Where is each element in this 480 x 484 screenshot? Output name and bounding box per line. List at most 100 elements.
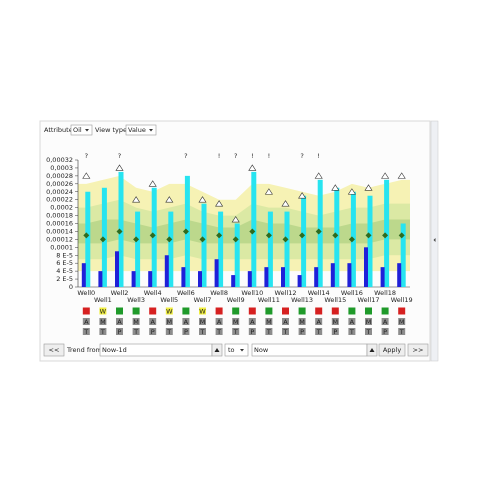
alert-annotation: ! <box>218 152 221 160</box>
diamond-marker <box>249 228 256 235</box>
collapse-arrow <box>433 238 436 242</box>
to-dropdown[interactable] <box>224 343 249 357</box>
y-tick-label: 4 E-5 <box>56 267 73 275</box>
x-tick-label: Well0 <box>77 289 95 297</box>
dropdown-arrow <box>149 129 153 132</box>
y-tick-label: 0,0002 <box>50 204 73 212</box>
target-marker <box>198 196 207 203</box>
bar <box>231 275 236 287</box>
diamond-marker <box>99 236 106 243</box>
bar <box>251 171 257 287</box>
x-tick-label: Well5 <box>160 296 178 304</box>
y-tick-label: 8 E-5 <box>56 251 73 259</box>
status-tag-label: T <box>200 328 205 336</box>
target-marker <box>298 192 307 199</box>
bar <box>198 271 202 287</box>
target-marker <box>82 172 91 179</box>
next-label: >> <box>413 346 424 354</box>
to-value: Now <box>254 346 269 354</box>
status-tag <box>331 328 339 335</box>
diamond-marker <box>216 232 223 239</box>
bar <box>267 211 273 287</box>
status-tag-label: T <box>133 328 138 336</box>
bar <box>81 263 86 287</box>
bar <box>314 267 319 287</box>
alert-annotation: ? <box>234 152 237 160</box>
status-tag <box>149 328 157 335</box>
target-marker <box>347 188 356 195</box>
status-flag <box>331 307 339 315</box>
status-flag-label: W <box>100 308 107 316</box>
diamond-marker <box>299 232 306 239</box>
target-marker <box>397 172 406 179</box>
status-tag-label: M <box>200 318 206 326</box>
status-tag <box>116 318 123 325</box>
range-band <box>78 219 410 244</box>
picker-arrow <box>369 348 375 352</box>
diamond-marker <box>199 236 206 243</box>
x-tick-label: Well13 <box>291 296 313 304</box>
status-tag <box>298 328 306 335</box>
to-input[interactable] <box>251 343 368 357</box>
status-tag-label: M <box>266 318 272 326</box>
diamond-marker <box>365 232 372 239</box>
status-tag-label: T <box>316 328 321 336</box>
x-tick-label: Well4 <box>144 289 162 297</box>
bar <box>234 223 240 287</box>
x-tick-label: Well9 <box>227 296 245 304</box>
prev-button[interactable] <box>43 343 65 357</box>
trend-from-label: Trend from <box>66 346 102 354</box>
prev-label: << <box>49 346 60 354</box>
y-tick-label: 2 E-5 <box>56 275 73 283</box>
bar <box>115 251 119 287</box>
next-button[interactable] <box>407 343 429 357</box>
y-tick-label: 0,00032 <box>46 156 73 164</box>
x-tick-label: Well17 <box>358 296 380 304</box>
status-flag <box>215 307 223 315</box>
status-tag <box>365 328 372 335</box>
status-tag <box>265 318 273 325</box>
status-tag-label: M <box>332 318 338 326</box>
view-type-dropdown[interactable] <box>125 124 157 136</box>
apply-button[interactable] <box>378 343 406 357</box>
status-tag-label: A <box>217 318 222 326</box>
status-tag-label: T <box>399 328 404 336</box>
status-flag <box>315 307 323 315</box>
dropdown-arrow <box>240 349 244 352</box>
status-tag-label: M <box>233 318 239 326</box>
x-tick-label: Well2 <box>111 289 129 297</box>
status-tag <box>165 328 173 335</box>
status-tag <box>315 328 323 335</box>
bar <box>98 271 103 287</box>
attribute-dropdown[interactable] <box>70 124 93 136</box>
status-tag-label: T <box>83 328 88 336</box>
status-flag <box>348 307 356 315</box>
status-tag-label: A <box>350 318 355 326</box>
status-tag <box>315 318 323 325</box>
status-tag <box>215 318 223 325</box>
status-tag-label: A <box>184 318 189 326</box>
target-marker <box>115 164 124 171</box>
bar <box>364 247 368 287</box>
status-tag <box>149 318 157 325</box>
bar <box>317 179 323 287</box>
status-tag-label: A <box>316 318 321 326</box>
y-tick-label: 0,00016 <box>46 220 73 228</box>
status-tag-label: M <box>366 318 372 326</box>
to-label: to <box>228 346 235 354</box>
diamond-marker <box>348 236 355 243</box>
diamond-marker <box>116 228 123 235</box>
status-tag-label: M <box>133 318 139 326</box>
y-tick-label: 0,00026 <box>46 180 73 188</box>
status-flag <box>365 307 372 315</box>
status-tag-label: P <box>250 328 254 336</box>
target-marker <box>331 184 340 191</box>
status-tag-label: A <box>84 318 89 326</box>
bar <box>367 195 373 287</box>
status-tag-label: A <box>150 318 155 326</box>
status-tag <box>348 328 356 335</box>
status-tag-label: T <box>166 328 171 336</box>
status-flag <box>282 307 289 315</box>
x-tick-label: Well19 <box>391 296 413 304</box>
